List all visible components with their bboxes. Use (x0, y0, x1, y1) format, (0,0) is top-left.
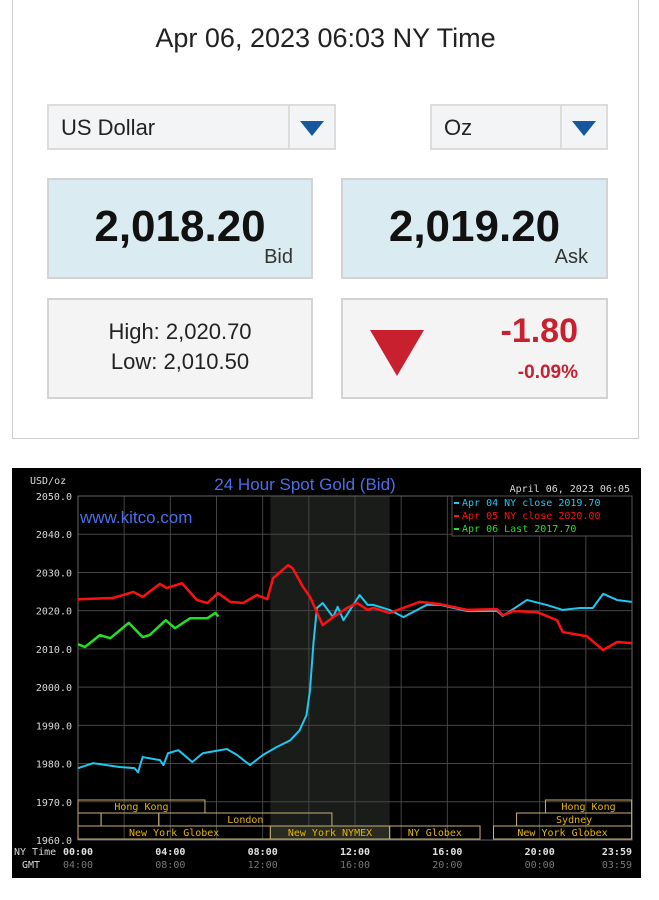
chevron-down-icon (572, 121, 596, 136)
x-tick-gmt: 12:00 (248, 860, 278, 871)
change-value: -1.80 (500, 312, 579, 350)
ask-box: 2,019.20 Ask (341, 178, 608, 279)
ask-price: 2,019.20 (388, 202, 561, 251)
session-label: Hong Kong (561, 802, 615, 813)
session-bar (100, 812, 160, 827)
chevron-down-icon (300, 121, 324, 136)
legend-entry: Apr 04 NY close 2019.70 (462, 498, 600, 509)
y-tick-label: 2040.0 (36, 530, 72, 541)
y-tick-label: 1990.0 (36, 721, 72, 732)
y-tick-label: 1980.0 (36, 760, 72, 771)
y-axis-label: USD/oz (30, 476, 66, 487)
x-tick-ny: 04:00 (155, 847, 185, 858)
x-tick-gmt: 20:00 (432, 860, 462, 871)
shaded-session (270, 496, 390, 840)
y-tick-label: 2010.0 (36, 645, 72, 656)
x-tick-ny: 12:00 (340, 847, 370, 858)
series-line (77, 563, 632, 652)
y-tick-label: 2050.0 (36, 492, 72, 503)
unit-select-value: Oz (444, 115, 473, 140)
session-label: London (227, 815, 263, 826)
ask-label: Ask (554, 246, 588, 268)
bid-price: 2,018.20 (94, 202, 266, 251)
session-label: New York Globex (129, 828, 219, 839)
unit-select[interactable]: Oz (430, 104, 608, 150)
bid-box: 2,018.20 Bid (47, 178, 313, 279)
x-tick-gmt: 08:00 (155, 860, 185, 871)
currency-dropdown-button[interactable] (288, 106, 334, 148)
gmt-label: GMT (22, 860, 40, 871)
timestamp: Apr 06, 2023 06:03 NY Time (155, 23, 496, 53)
chart-title: 24 Hour Spot Gold (Bid) (214, 475, 395, 494)
session-label: Sydney (556, 815, 592, 826)
y-tick-label: 2000.0 (36, 683, 72, 694)
series-line (77, 592, 632, 774)
ny-time-label: NY Time (14, 847, 56, 858)
gold-price-chart: USD/oz 24 Hour Spot Gold (Bid) April 06,… (12, 468, 641, 878)
chart-timestamp: April 06, 2023 06:05 (510, 484, 630, 495)
currency-select[interactable]: US Dollar (47, 104, 336, 150)
x-tick-ny: 20:00 (525, 847, 555, 858)
x-tick-ny: 23:59 (602, 847, 632, 858)
y-tick-label: 2030.0 (36, 568, 72, 579)
triangle-down-icon (370, 330, 424, 376)
y-tick-label: 1970.0 (36, 798, 72, 809)
unit-dropdown-button[interactable] (560, 106, 606, 148)
kitco-watermark: www.kitco.com (79, 508, 192, 527)
x-tick-ny: 00:00 (63, 847, 93, 858)
chart-svg: USD/oz 24 Hour Spot Gold (Bid) April 06,… (14, 475, 633, 871)
legend-entry: Apr 06 Last 2017.70 (462, 524, 576, 535)
x-tick-gmt: 03:59 (602, 860, 632, 871)
currency-select-value: US Dollar (61, 115, 156, 140)
change-box: -1.80 -0.09% (341, 298, 608, 399)
session-label: New York Globex (517, 828, 607, 839)
x-tick-ny: 08:00 (248, 847, 278, 858)
y-tick-label: 2020.0 (36, 607, 72, 618)
session-bar (77, 812, 102, 827)
high-value: High: 2,020.70 (108, 319, 252, 344)
plot-frame (77, 495, 633, 841)
x-tick-gmt: 04:00 (63, 860, 93, 871)
session-bar (493, 825, 633, 840)
series-line (77, 611, 220, 649)
legend-box (451, 495, 633, 537)
legend-entry: Apr 05 NY close 2020.00 (462, 511, 600, 522)
session-label: NY Globex (408, 828, 462, 839)
x-tick-gmt: 00:00 (525, 860, 555, 871)
change-percent: -0.09% (517, 362, 578, 383)
session-label: Hong Kong (114, 802, 168, 813)
high-low-box: High: 2,020.70 Low: 2,010.50 (47, 298, 313, 399)
session-label: New York NYMEX (288, 828, 372, 839)
low-value: Low: 2,010.50 (110, 349, 250, 374)
x-tick-ny: 16:00 (432, 847, 462, 858)
x-tick-gmt: 16:00 (340, 860, 370, 871)
session-bar (389, 825, 481, 840)
y-tick-label: 1960.0 (36, 836, 72, 847)
bid-label: Bid (264, 246, 293, 268)
